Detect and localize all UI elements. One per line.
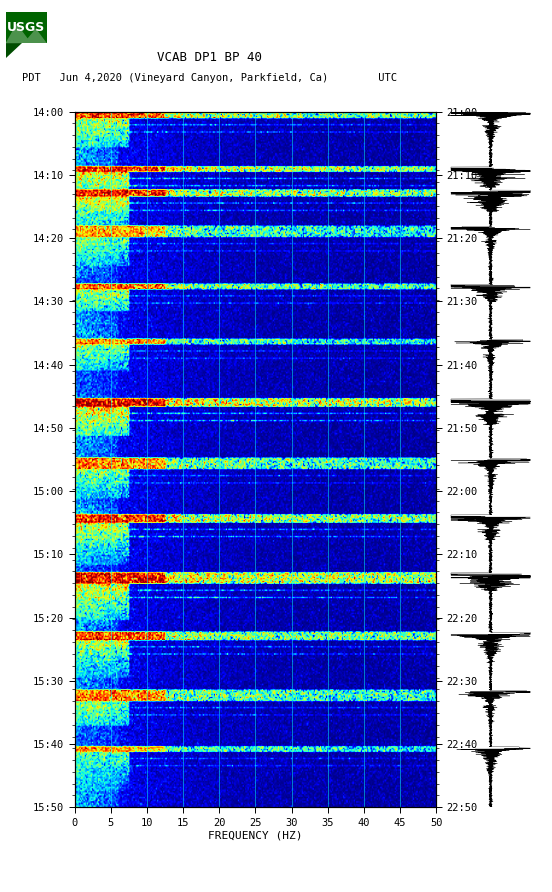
Text: PDT   Jun 4,2020 (Vineyard Canyon, Parkfield, Ca)        UTC: PDT Jun 4,2020 (Vineyard Canyon, Parkfie… xyxy=(22,73,397,84)
Polygon shape xyxy=(6,23,47,43)
Polygon shape xyxy=(6,43,22,58)
Text: USGS: USGS xyxy=(7,21,45,34)
X-axis label: FREQUENCY (HZ): FREQUENCY (HZ) xyxy=(208,830,302,840)
Bar xyxy=(6,12,47,43)
Text: VCAB DP1 BP 40: VCAB DP1 BP 40 xyxy=(157,52,262,64)
